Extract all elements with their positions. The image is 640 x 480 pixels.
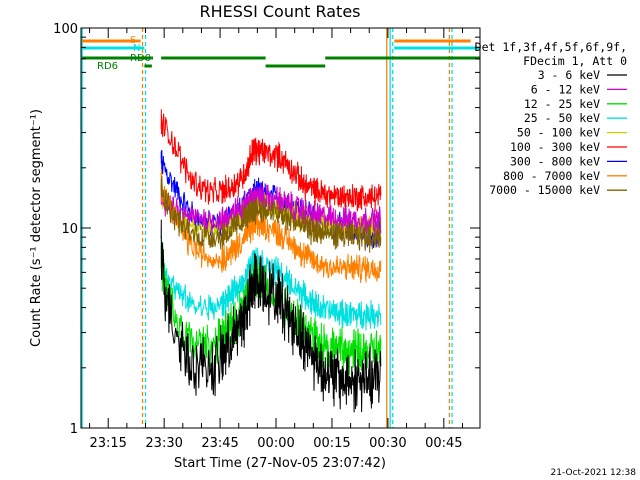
y-tick-label: 100 bbox=[53, 22, 78, 37]
timestamp: 21-Oct-2021 12:38 bbox=[551, 468, 637, 478]
x-tick-label: 23:45 bbox=[201, 436, 238, 451]
s-label: S bbox=[130, 35, 136, 46]
x-tick-label: 00:00 bbox=[257, 436, 294, 451]
y-tick-label: 10 bbox=[61, 222, 78, 237]
plot-frame bbox=[80, 27, 481, 429]
series-trace-1 bbox=[160, 183, 382, 237]
series-layer bbox=[160, 109, 382, 413]
y-tick-label: 1 bbox=[70, 422, 78, 437]
legend-header-line-2: FDecim 1, Att 0 bbox=[523, 54, 627, 68]
axes-layer: 1 10 100 23:15 23:30 23:45 00:00 00:15 00:30 00:4… bbox=[53, 22, 480, 451]
series-trace-5 bbox=[160, 109, 382, 212]
x-axis-label: Start Time (27-Nov-05 23:07:42) bbox=[174, 456, 386, 471]
x-tick-label: 23:15 bbox=[89, 436, 126, 451]
legend-entry-label: 25 - 50 keV bbox=[524, 111, 600, 125]
n-label: N bbox=[133, 43, 140, 54]
x-tick-label: 00:30 bbox=[369, 436, 406, 451]
series-trace-3 bbox=[160, 235, 382, 331]
series-trace-8 bbox=[160, 175, 382, 253]
legend-header-line-1: Det 1f,3f,4f,5f,6f,9f, bbox=[475, 40, 627, 54]
series-trace-7 bbox=[160, 169, 382, 283]
legend-entry-label: 100 - 300 keV bbox=[510, 140, 600, 154]
legend-entry-label: 6 - 12 keV bbox=[531, 82, 600, 96]
series-trace-0 bbox=[160, 219, 382, 413]
x-tick-label: 23:30 bbox=[145, 436, 182, 451]
legend-entry-label: 300 - 800 keV bbox=[510, 154, 600, 168]
x-tick-label: 00:45 bbox=[425, 436, 462, 451]
legend: Det 1f,3f,4f,5f,6f,9f,FDecim 1, Att 03 -… bbox=[475, 40, 627, 197]
legend-entry-label: 50 - 100 keV bbox=[517, 126, 600, 140]
y-axis-label: Count Rate (s⁻¹ detector segment⁻¹) bbox=[29, 109, 44, 347]
rd6-label: RD6 bbox=[97, 61, 118, 72]
legend-entry-label: 3 - 6 keV bbox=[538, 68, 600, 82]
legend-entry-label: 7000 - 15000 keV bbox=[489, 183, 600, 197]
legend-entry-label: 800 - 7000 keV bbox=[503, 169, 600, 183]
legend-entry-label: 12 - 25 keV bbox=[524, 97, 600, 111]
rd0-label: RD0 bbox=[130, 53, 151, 64]
x-tick-label: 00:15 bbox=[313, 436, 350, 451]
chart-title: RHESSI Count Rates bbox=[200, 2, 361, 21]
